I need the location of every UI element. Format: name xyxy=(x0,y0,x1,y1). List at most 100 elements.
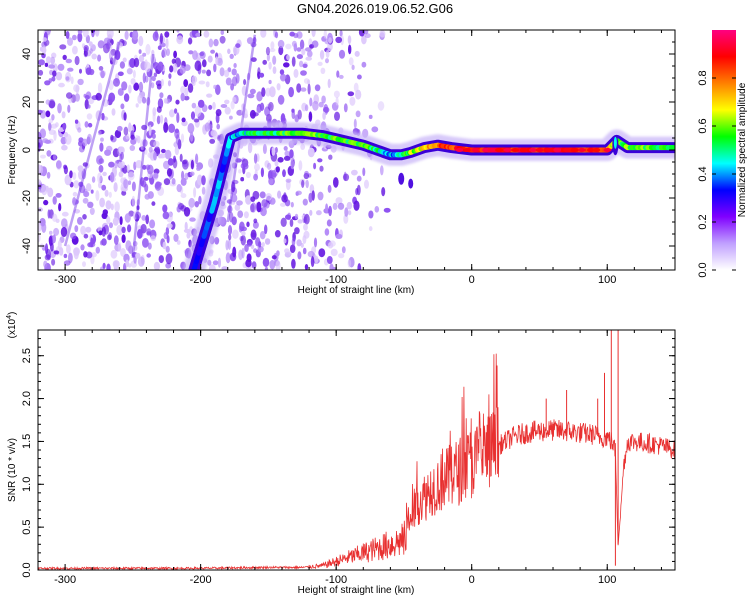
noise-blob xyxy=(81,168,87,180)
noise-blob xyxy=(162,204,168,213)
y-tick-label: -40 xyxy=(21,238,33,254)
noise-blob xyxy=(174,145,180,156)
noise-blob xyxy=(98,130,102,136)
noise-blob xyxy=(324,228,330,236)
y-tick-label: 2.5 xyxy=(21,348,33,363)
noise-blob xyxy=(179,65,186,74)
noise-blob xyxy=(174,108,178,114)
noise-blob xyxy=(294,213,299,220)
noise-blob xyxy=(201,69,206,74)
noise-blob xyxy=(241,247,245,259)
noise-blob xyxy=(171,178,176,185)
noise-blob xyxy=(102,99,109,107)
noise-blob xyxy=(309,97,313,107)
snr-line-layer xyxy=(38,330,675,570)
noise-blob xyxy=(213,38,219,47)
noise-blob xyxy=(146,231,152,236)
noise-blob xyxy=(135,103,139,108)
noise-blob xyxy=(279,202,286,207)
noise-blob xyxy=(121,81,128,91)
noise-blob xyxy=(318,248,326,258)
noise-blob xyxy=(77,78,84,86)
noise-blob xyxy=(317,191,324,201)
noise-blob xyxy=(142,164,147,170)
noise-blob xyxy=(46,150,52,157)
noise-blob xyxy=(78,145,85,153)
noise-blob xyxy=(374,206,380,213)
noise-blob xyxy=(85,67,92,75)
y-tick-label: -20 xyxy=(21,190,33,206)
noise-blob xyxy=(105,42,111,50)
noise-blob xyxy=(304,264,309,270)
noise-blob xyxy=(289,219,294,227)
noise-blob xyxy=(224,99,230,105)
noise-blob xyxy=(254,163,260,171)
snr-y-multiplier-exponent: 4 xyxy=(6,315,13,319)
noise-blob xyxy=(326,256,333,264)
noise-blob xyxy=(156,83,162,90)
noise-blob xyxy=(275,166,280,173)
noise-blob xyxy=(289,149,294,159)
noise-blob xyxy=(261,242,265,247)
noise-blob xyxy=(104,149,112,156)
noise-blob xyxy=(141,124,148,131)
noise-blob xyxy=(305,56,313,61)
noise-blob xyxy=(290,159,295,170)
noise-blob xyxy=(314,84,321,92)
noise-blob xyxy=(124,213,131,223)
noise-blob xyxy=(193,187,197,198)
x-tick-label: -100 xyxy=(325,574,347,586)
noise-blob xyxy=(66,92,73,99)
noise-blob xyxy=(323,30,327,39)
noise-blob xyxy=(328,154,333,160)
noise-blob xyxy=(101,112,105,121)
noise-blob xyxy=(237,210,244,218)
noise-blob xyxy=(46,171,51,179)
noise-blob xyxy=(291,237,296,247)
y-tick-label: 40 xyxy=(21,48,33,60)
noise-blob xyxy=(51,114,55,121)
noise-blob xyxy=(325,58,329,64)
noise-blob xyxy=(102,171,107,177)
y-tick-label: 1.5 xyxy=(21,434,33,449)
noise-blob xyxy=(114,262,119,270)
noise-blob xyxy=(133,57,140,68)
noise-blob xyxy=(183,228,191,233)
noise-blob xyxy=(123,93,130,102)
noise-blob xyxy=(241,85,247,96)
noise-blob xyxy=(338,74,344,79)
snr-y-label: SNR (10 * v/v) xyxy=(7,438,18,502)
noise-blob xyxy=(138,81,144,93)
noise-blob xyxy=(219,67,225,77)
noise-blob xyxy=(187,83,194,93)
noise-blob xyxy=(55,122,59,128)
noise-blob xyxy=(83,45,89,52)
noise-blob xyxy=(109,172,115,183)
noise-blob xyxy=(162,211,170,220)
snr-x-ticks: -300 -200 -100 0 100 xyxy=(37,330,662,586)
noise-blob xyxy=(333,90,340,99)
colorbar: 0.0 0.2 0.4 0.6 0.8 Normalized spectral ampl… xyxy=(697,30,748,278)
noise-blob xyxy=(274,31,279,39)
noise-blob xyxy=(283,155,291,161)
noise-blob xyxy=(277,157,284,163)
noise-blob xyxy=(221,266,229,270)
noise-blob xyxy=(100,70,105,79)
noise-blob xyxy=(246,37,254,45)
noise-blob xyxy=(250,244,255,250)
noise-blob xyxy=(333,177,339,188)
noise-blob xyxy=(357,74,362,80)
noise-blob xyxy=(98,158,105,164)
noise-blob xyxy=(235,43,241,48)
spectrogram-y-label: Frequency (Hz) xyxy=(7,116,18,185)
noise-blob xyxy=(98,66,104,71)
noise-blob xyxy=(141,97,147,104)
noise-blob xyxy=(188,197,195,208)
noise-blob xyxy=(110,203,114,211)
noise-blob xyxy=(42,37,47,42)
snr-y-multiplier-close: ) xyxy=(7,312,18,315)
ridge-core xyxy=(511,148,520,152)
noise-blob xyxy=(134,211,142,220)
noise-blob xyxy=(121,234,126,244)
noise-blob xyxy=(183,95,190,101)
